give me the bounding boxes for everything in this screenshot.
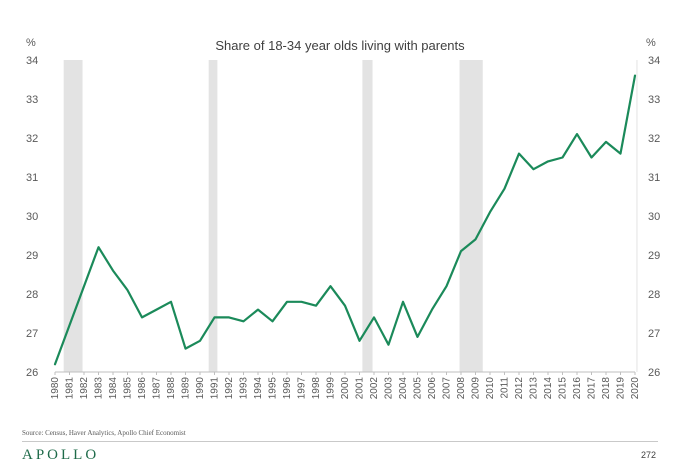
chart-title: Share of 18-34 year olds living with par… <box>215 38 465 53</box>
recession-band-3 <box>459 60 483 372</box>
apollo-logo: APOLLO <box>22 447 100 463</box>
x-tick-1984: 1984 <box>108 377 119 400</box>
source-note: Source: Census, Haver Analytics, Apollo … <box>22 429 186 437</box>
y-unit-left: % <box>26 37 36 49</box>
recession-band-4 <box>636 60 638 372</box>
recession-band-0 <box>63 60 83 372</box>
x-tick-1994: 1994 <box>253 377 264 400</box>
x-tick-1992: 1992 <box>224 377 235 400</box>
y-tick-right-33: 33 <box>648 94 660 106</box>
y-tick-right-29: 29 <box>648 250 660 262</box>
x-tick-1993: 1993 <box>239 377 250 400</box>
x-tick-2000: 2000 <box>340 377 351 400</box>
recession-band-1 <box>208 60 218 372</box>
x-tick-1980: 1980 <box>50 377 61 400</box>
x-tick-2008: 2008 <box>456 377 467 400</box>
y-tick-right-27: 27 <box>648 328 660 340</box>
x-tick-2001: 2001 <box>355 377 366 400</box>
x-tick-2007: 2007 <box>442 377 453 400</box>
x-tick-1983: 1983 <box>94 377 105 400</box>
x-tick-2003: 2003 <box>384 377 395 400</box>
x-tick-2009: 2009 <box>471 377 482 400</box>
y-tick-right-31: 31 <box>648 172 660 184</box>
y-unit-right: % <box>646 37 656 49</box>
page-number: 272 <box>640 450 656 460</box>
x-tick-2018: 2018 <box>601 377 612 400</box>
recession-band-2 <box>362 60 373 372</box>
x-tick-2012: 2012 <box>514 377 525 400</box>
x-tick-2004: 2004 <box>398 377 409 400</box>
x-tick-2006: 2006 <box>427 377 438 400</box>
x-tick-2002: 2002 <box>369 377 380 400</box>
x-tick-2014: 2014 <box>543 377 554 400</box>
x-tick-2015: 2015 <box>558 377 569 400</box>
line-chart: 26 26 27 27 28 28 29 29 30 30 31 31 32 32 33 33 34 34 1980… <box>26 37 660 399</box>
x-tick-1990: 1990 <box>195 377 206 400</box>
y-tick-left-34: 34 <box>26 55 38 67</box>
x-tick-1988: 1988 <box>166 377 177 400</box>
x-tick-2010: 2010 <box>485 377 496 400</box>
y-tick-right-30: 30 <box>648 211 660 223</box>
x-tick-2017: 2017 <box>587 377 598 400</box>
x-tick-1997: 1997 <box>297 377 308 400</box>
y-tick-left-29: 29 <box>26 250 38 262</box>
footer-divider <box>22 441 658 442</box>
x-tick-2013: 2013 <box>529 377 540 400</box>
x-tick-2011: 2011 <box>500 377 511 399</box>
x-tick-1981: 1981 <box>65 377 76 400</box>
x-tick-2020: 2020 <box>630 377 641 400</box>
x-tick-1995: 1995 <box>268 377 279 400</box>
x-tick-1991: 1991 <box>210 377 221 400</box>
y-tick-left-28: 28 <box>26 289 38 301</box>
y-tick-right-34: 34 <box>648 55 660 67</box>
x-tick-1989: 1989 <box>181 377 192 400</box>
y-tick-right-28: 28 <box>648 289 660 301</box>
y-tick-right-32: 32 <box>648 133 660 145</box>
y-tick-left-33: 33 <box>26 94 38 106</box>
y-tick-left-30: 30 <box>26 211 38 223</box>
x-tick-2016: 2016 <box>572 377 583 400</box>
x-tick-1986: 1986 <box>137 377 148 400</box>
y-tick-right-26: 26 <box>648 367 660 379</box>
x-tick-1999: 1999 <box>326 377 337 400</box>
chart-axes <box>54 371 636 375</box>
y-tick-left-32: 32 <box>26 133 38 145</box>
y-tick-left-27: 27 <box>26 328 38 340</box>
chart-series <box>53 74 637 366</box>
y-tick-left-31: 31 <box>26 172 38 184</box>
x-tick-2019: 2019 <box>616 377 627 400</box>
x-tick-1982: 1982 <box>79 377 90 400</box>
x-tick-1996: 1996 <box>282 377 293 400</box>
series-line-0 <box>53 74 637 366</box>
chart-labels: 26 26 27 27 28 28 29 29 30 30 31 31 32 32 33 33 34 34 1980… <box>26 37 660 399</box>
x-tick-1985: 1985 <box>123 377 134 400</box>
recession-bands <box>63 60 638 372</box>
x-tick-1987: 1987 <box>152 377 163 400</box>
x-tick-2005: 2005 <box>413 377 424 400</box>
x-tick-1998: 1998 <box>311 377 322 400</box>
y-tick-left-26: 26 <box>26 367 38 379</box>
